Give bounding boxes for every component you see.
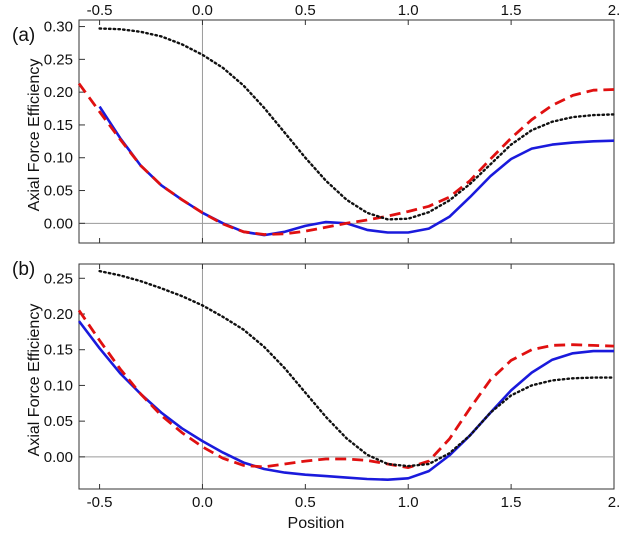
panel-b-guides [79,264,614,489]
panel-a-series-solid-line [98,105,615,237]
panel-a-series-dashed-line [77,82,615,236]
panel-a-y-tick-label: 0.25 [44,51,73,68]
panel-b-series [77,269,616,482]
panel-b-x-tick-label: 0.0 [192,494,213,511]
panel-b: (b) Axial Force Efficiency 0.000.050.100… [12,259,620,511]
panel-a: (a) Axial Force Efficiency 0.000.050.100… [12,19,616,244]
panel-b-series-dotted-line [98,269,616,468]
panel-b-x-axis: -0.5 0.0 0.5 1.0 1.5 2. [87,494,621,511]
panel-b-x-tick-label: -0.5 [87,494,113,511]
panel-b-y-tick-label: 0.25 [44,270,73,287]
top-x-tick-label: 0.0 [192,2,213,19]
panel-a-y-tick-label: 0.15 [44,117,73,134]
panel-b-x-tick-label: 1.5 [501,494,522,511]
panel-a-y-tick-label: 0.05 [44,183,73,200]
panel-b-y-axis: 0.00 0.05 0.10 0.15 0.20 0.25 [44,264,615,489]
panel-b-y-tick-label: 0.20 [44,306,73,323]
panel-a-y-tick-label: 0.20 [44,84,73,101]
panel-b-label: (b) [12,259,35,280]
panel-a-y-tick-label: 0.10 [44,150,73,167]
top-x-tick-label: 1.5 [501,2,522,19]
panel-a-frame [78,19,615,244]
panel-b-x-tick-label: 2. [608,494,621,511]
panel-a-y-axis: 0.00 0.05 0.10 0.15 0.20 0.25 0.30 [44,19,615,243]
top-x-tick-label: -0.5 [87,2,113,19]
panel-b-series-solid-line [77,320,614,482]
panel-b-series-dashed-line [77,309,615,470]
panel-b-y-tick-label: 0.15 [44,342,73,359]
panel-b-x-tick-label: 0.5 [295,494,316,511]
panel-a-ylabel: Axial Force Efficiency [26,59,43,212]
panel-a-y-tick-label: 0.30 [44,19,73,36]
top-x-tick-label: 1.0 [398,2,419,19]
panel-a-y-tick-label: 0.00 [44,215,73,232]
top-axis: -0.5 0.0 0.5 1.0 1.5 2. [87,2,621,19]
panel-b-x-tick-label: 1.0 [398,494,419,511]
panel-b-y-tick-label: 0.10 [44,377,73,394]
x-axis-label: Position [288,515,345,532]
panel-a-label: (a) [12,25,35,46]
panel-a-series [77,27,616,237]
top-x-tick-label: 2. [608,2,621,19]
top-x-tick-label: 0.5 [295,2,316,19]
panel-b-y-tick-label: 0.00 [44,449,73,466]
panel-a-series-dotted-line [98,27,616,221]
panel-b-frame [78,263,615,490]
panel-b-y-tick-label: 0.05 [44,413,73,430]
panel-b-ylabel: Axial Force Efficiency [26,304,43,457]
panel-a-guides [79,20,614,243]
